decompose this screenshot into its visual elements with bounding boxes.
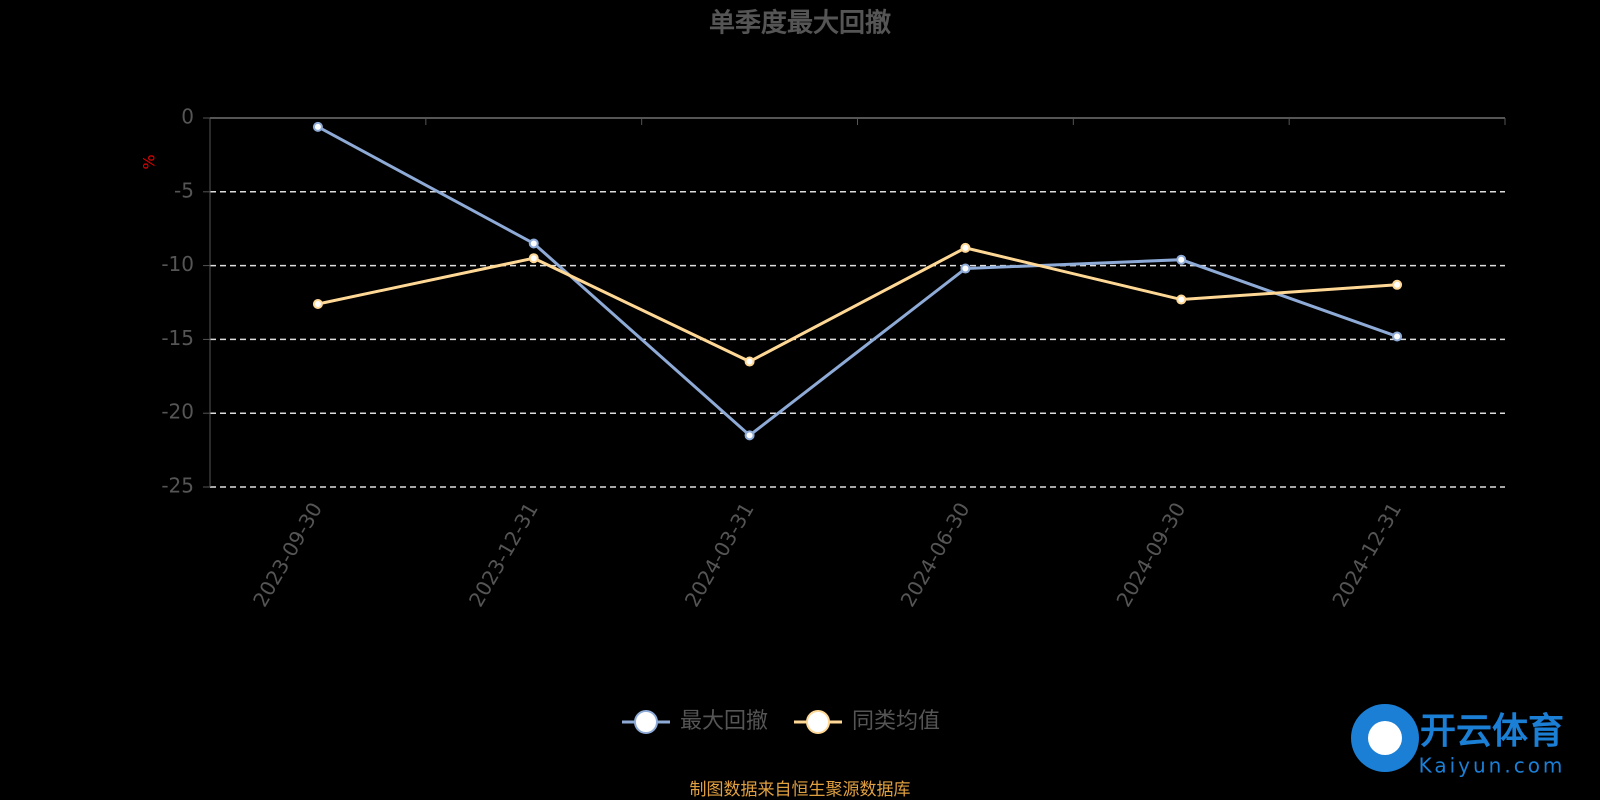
point bbox=[960, 263, 971, 274]
watermark-title: 开云体育 bbox=[1420, 711, 1564, 752]
point bbox=[960, 242, 971, 253]
point bbox=[528, 253, 539, 264]
watermark: 开云体育 Kaiyun.com bbox=[1351, 704, 1566, 778]
watermark-logo bbox=[1368, 721, 1402, 755]
point bbox=[312, 298, 323, 309]
point bbox=[744, 430, 755, 441]
legend-marker bbox=[806, 710, 830, 734]
point bbox=[744, 356, 755, 367]
point bbox=[1176, 294, 1187, 305]
chart-title: 单季度最大回撤 bbox=[709, 8, 891, 39]
y-tick-label: 0 bbox=[181, 105, 194, 129]
point bbox=[312, 121, 323, 132]
series-line bbox=[317, 125, 1398, 438]
y-tick-label: -10 bbox=[161, 252, 194, 276]
point bbox=[1392, 279, 1403, 290]
point bbox=[528, 238, 539, 249]
y-tick-label: -20 bbox=[161, 400, 194, 424]
legend-marker bbox=[634, 710, 658, 734]
source-note: 制图数据来自恒生聚源数据库 bbox=[690, 780, 911, 800]
legend-label: 同类均值 bbox=[852, 709, 940, 734]
legend-label: 最大回撤 bbox=[680, 709, 768, 734]
y-tick-label: -25 bbox=[161, 474, 194, 498]
point bbox=[1392, 331, 1403, 342]
point bbox=[1176, 254, 1187, 265]
series-line bbox=[317, 246, 1398, 364]
y-axis-label: % bbox=[140, 154, 159, 169]
watermark-subtitle: Kaiyun.com bbox=[1419, 754, 1566, 778]
y-tick-label: -15 bbox=[161, 326, 194, 350]
y-tick-label: -5 bbox=[174, 178, 194, 202]
